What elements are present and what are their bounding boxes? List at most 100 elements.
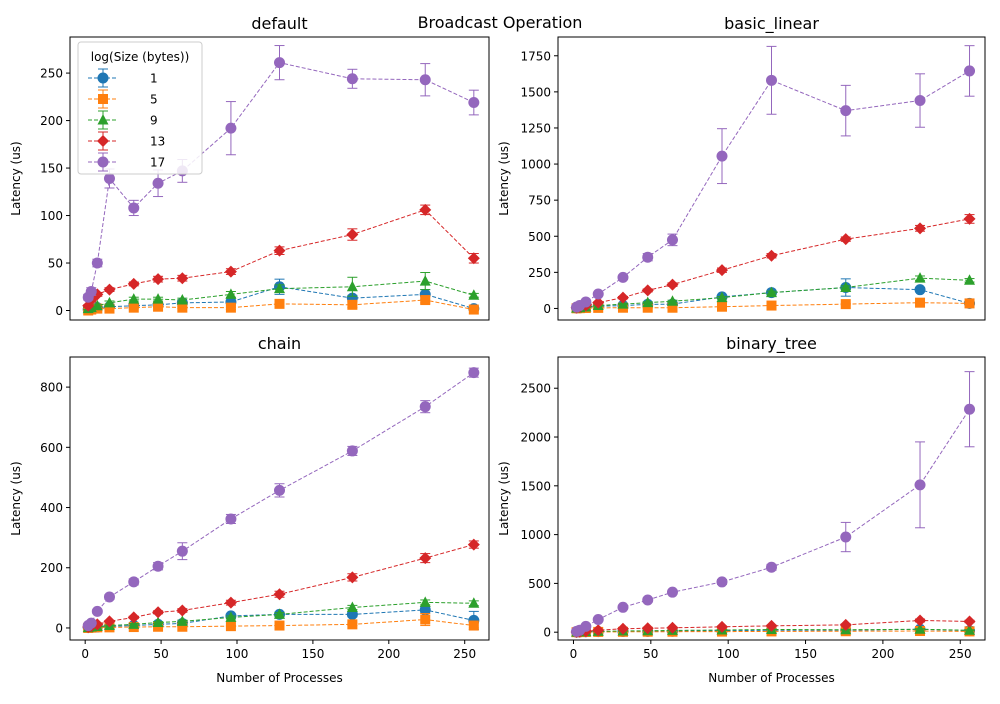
data-point bbox=[274, 608, 285, 619]
y-tick-label: 200 bbox=[40, 561, 63, 575]
data-point bbox=[85, 617, 97, 629]
data-point bbox=[766, 300, 777, 311]
plot-frame bbox=[557, 36, 986, 321]
data-point bbox=[127, 277, 140, 290]
data-point bbox=[103, 296, 115, 308]
data-point bbox=[176, 545, 188, 557]
series-17 bbox=[571, 371, 976, 637]
data-point bbox=[420, 614, 431, 625]
y-tick-label: 200 bbox=[40, 114, 63, 128]
data-point bbox=[419, 203, 432, 216]
series-13 bbox=[570, 212, 976, 314]
legend-label: 17 bbox=[150, 156, 165, 170]
plot-frame bbox=[557, 356, 986, 641]
x-tick-label: 250 bbox=[949, 647, 972, 661]
data-point bbox=[467, 538, 480, 551]
data-point bbox=[347, 299, 358, 310]
data-point bbox=[419, 401, 431, 413]
y-tick-label: 2500 bbox=[520, 382, 551, 396]
data-point bbox=[617, 601, 629, 613]
series-line bbox=[87, 372, 475, 626]
data-point bbox=[347, 619, 358, 630]
data-point bbox=[346, 445, 358, 457]
x-tick-label: 100 bbox=[717, 647, 740, 661]
data-point bbox=[224, 596, 237, 609]
data-point bbox=[152, 273, 165, 286]
subplot-default: default 0 50 100 150 200 250 Latency (us) bbox=[9, 14, 490, 321]
y-tick-label: 50 bbox=[48, 257, 63, 271]
series-17 bbox=[82, 45, 480, 303]
data-point bbox=[914, 95, 926, 107]
data-point bbox=[419, 74, 431, 86]
data-point bbox=[716, 150, 728, 162]
data-point bbox=[103, 591, 115, 603]
x-tick-label: 0 bbox=[570, 647, 578, 661]
y-tick-label: 1750 bbox=[520, 49, 551, 63]
data-point bbox=[128, 618, 140, 629]
subplot-title: chain bbox=[258, 334, 301, 353]
data-point bbox=[419, 552, 432, 565]
data-point bbox=[225, 122, 237, 134]
data-point bbox=[840, 281, 852, 293]
data-point bbox=[104, 303, 115, 314]
legend-entry-5: 5 bbox=[88, 89, 158, 109]
data-point bbox=[963, 212, 976, 225]
y-tick-label: 0 bbox=[55, 621, 63, 635]
y-tick-label: 1250 bbox=[520, 121, 551, 135]
data-point bbox=[642, 296, 654, 308]
data-point bbox=[127, 611, 140, 624]
data-point bbox=[964, 624, 976, 635]
data-point bbox=[128, 202, 140, 214]
data-point bbox=[419, 604, 431, 616]
data-point bbox=[766, 561, 777, 573]
subplot-title: binary_tree bbox=[726, 334, 817, 354]
data-point bbox=[346, 228, 359, 241]
data-point bbox=[225, 611, 237, 622]
x-tick-label: 200 bbox=[377, 647, 400, 661]
data-point bbox=[468, 367, 480, 379]
data-point bbox=[274, 298, 285, 309]
data-point bbox=[273, 588, 286, 601]
data-point bbox=[420, 295, 431, 306]
data-point bbox=[177, 621, 188, 632]
series-line bbox=[576, 408, 970, 632]
data-point bbox=[85, 286, 97, 298]
data-point bbox=[176, 272, 189, 285]
x-tick-label: 200 bbox=[871, 647, 894, 661]
y-axis-label: Latency (us) bbox=[9, 461, 23, 535]
data-point bbox=[468, 620, 479, 631]
x-tick-label: 150 bbox=[794, 647, 817, 661]
legend-entry-17: 17 bbox=[88, 152, 165, 172]
legend-label: 5 bbox=[150, 93, 158, 107]
y-tick-label: 2000 bbox=[520, 431, 551, 445]
y-tick-label: 400 bbox=[40, 501, 63, 515]
data-point bbox=[667, 302, 678, 313]
legend-marker bbox=[98, 94, 108, 104]
data-point bbox=[765, 249, 778, 262]
legend-marker bbox=[97, 72, 109, 84]
subplot-chain: chain 0 200 400 600 800 0 50 100 150 200 250 Latency… bbox=[9, 334, 490, 685]
data-point bbox=[176, 615, 188, 626]
legend-label: 1 bbox=[150, 72, 158, 86]
legend-label: 9 bbox=[150, 114, 158, 128]
plot-frame bbox=[69, 36, 490, 321]
data-point bbox=[914, 623, 926, 634]
y-tick-label: 1000 bbox=[520, 158, 551, 172]
data-point bbox=[152, 616, 164, 628]
legend: log(Size (bytes)) 1 5 9 13 17 bbox=[77, 41, 203, 175]
data-point bbox=[274, 282, 285, 294]
data-point bbox=[666, 234, 678, 246]
legend-marker bbox=[97, 156, 109, 168]
data-point bbox=[914, 222, 927, 235]
data-point bbox=[964, 65, 976, 77]
data-point bbox=[153, 301, 164, 312]
data-point bbox=[715, 264, 728, 277]
data-point bbox=[103, 615, 116, 628]
data-point bbox=[346, 601, 358, 612]
data-point bbox=[468, 97, 480, 109]
y-tick-label: 100 bbox=[40, 209, 63, 223]
data-point bbox=[91, 257, 103, 269]
data-point bbox=[152, 293, 164, 304]
data-point bbox=[467, 252, 480, 265]
data-point bbox=[346, 571, 359, 584]
